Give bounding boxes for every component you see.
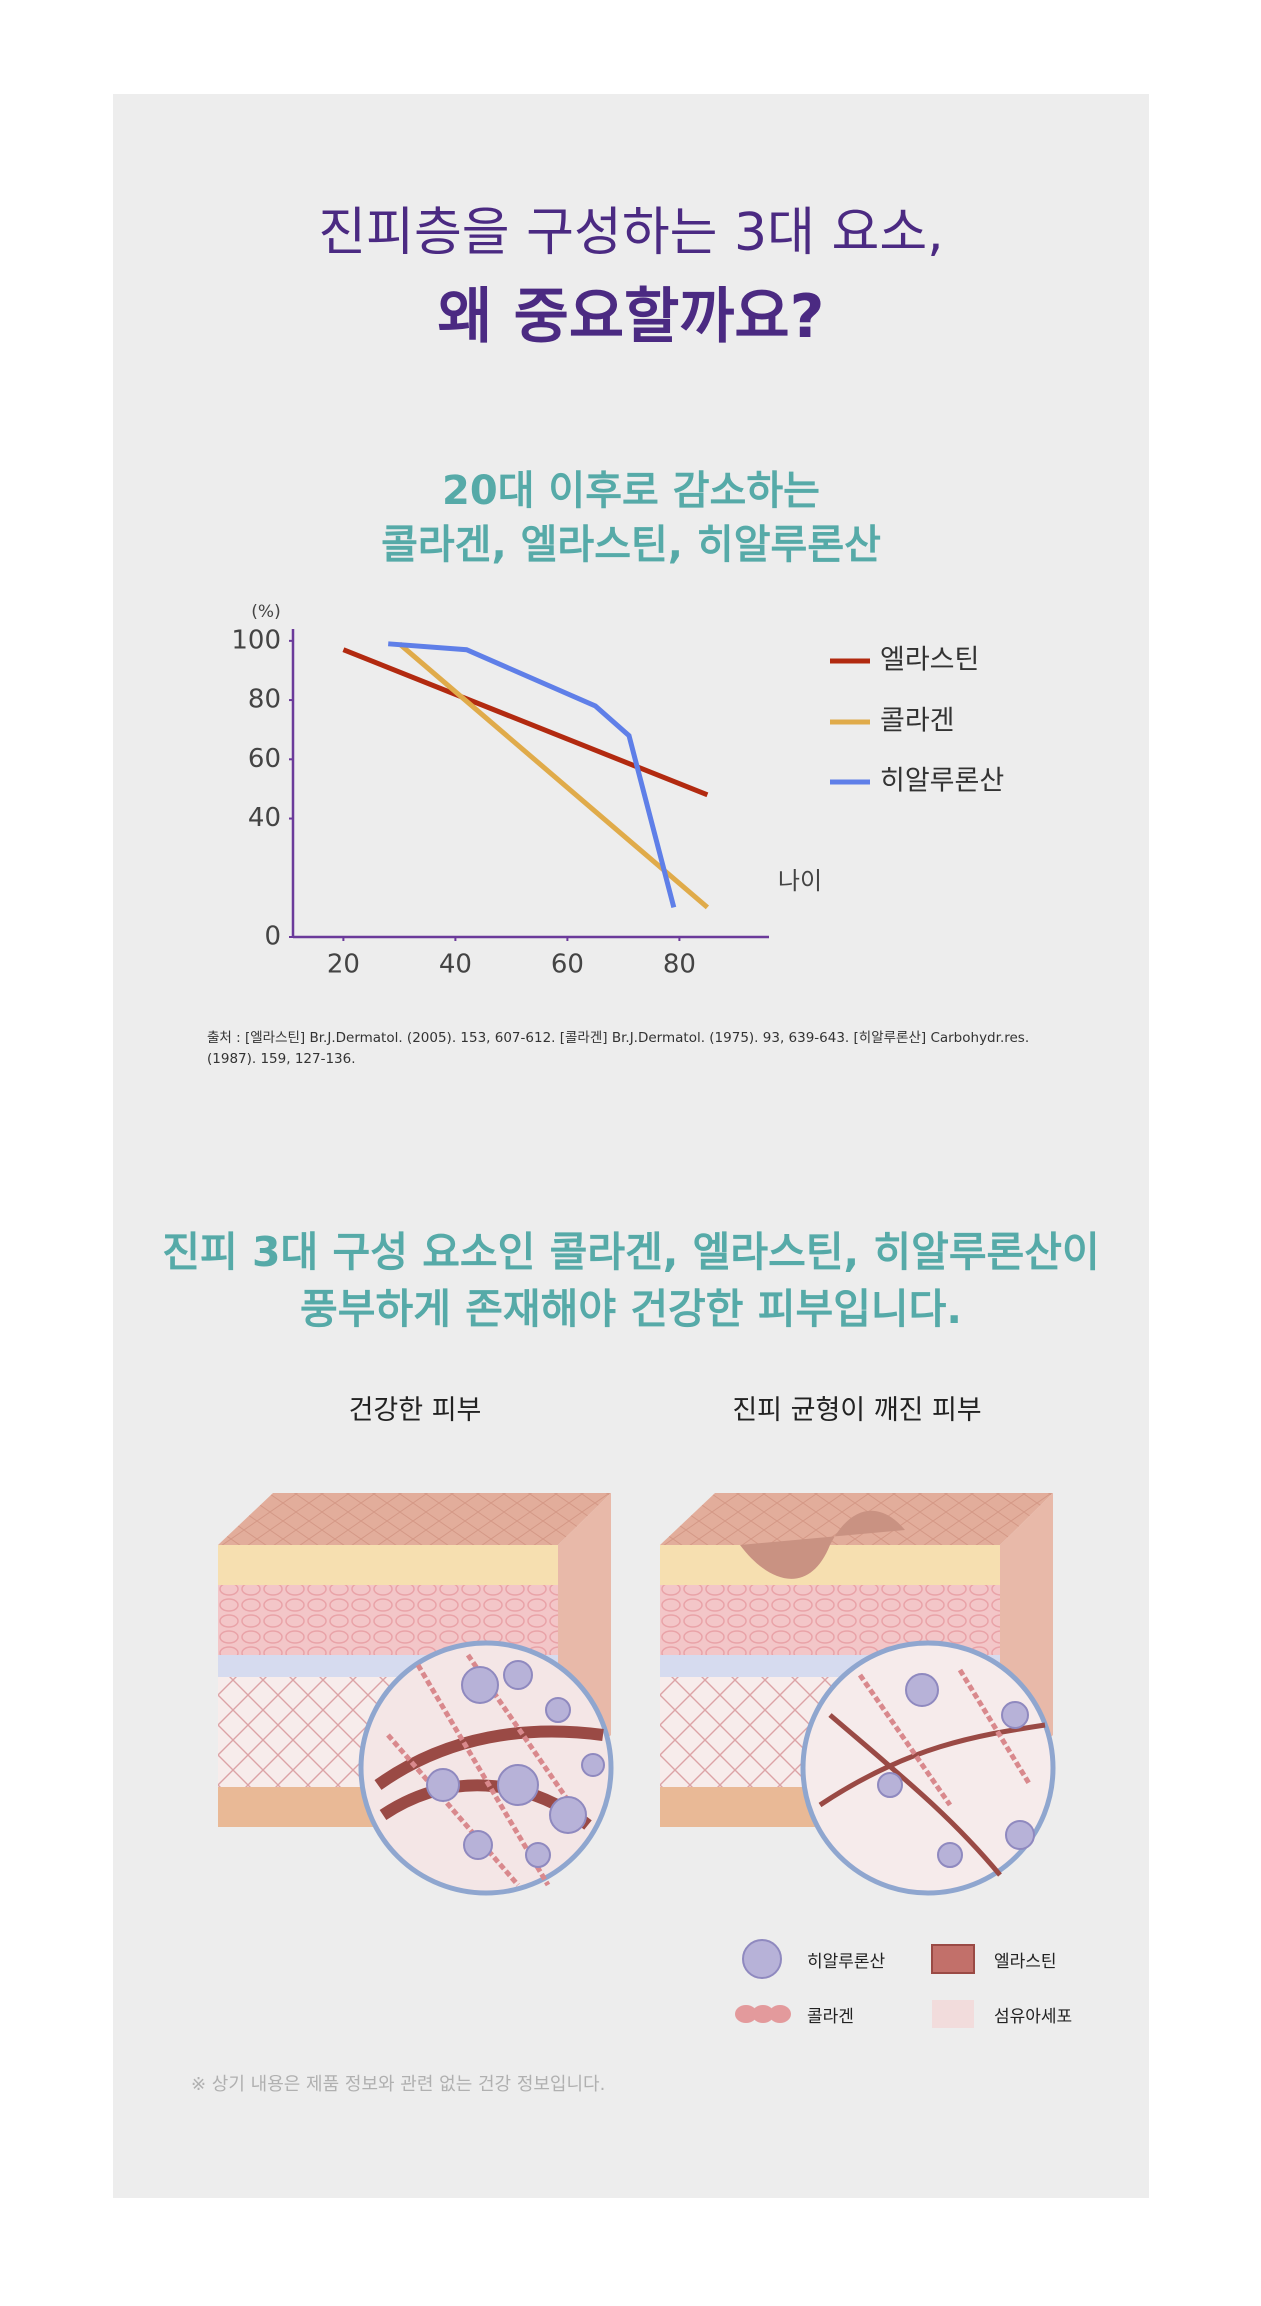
series-line	[397, 641, 710, 910]
chart-title: 20대 이후로 감소하는	[442, 468, 820, 514]
wrinkle	[740, 1510, 905, 1579]
y-tick-label: 100	[231, 625, 281, 655]
x-tick-label: 80	[663, 950, 696, 980]
legend-label: 히알루론산	[880, 766, 1004, 797]
hyaluronic-spheres	[877, 1673, 1035, 1868]
skin-illustrations	[218, 1493, 1056, 2028]
icon-collagen	[735, 2005, 791, 2023]
y-tick-label: 80	[248, 685, 281, 715]
x-tick-label: 60	[551, 950, 584, 980]
icon-fibroblast	[932, 2000, 974, 2028]
x-tick-label: 20	[327, 950, 360, 980]
section-title: 진피 3대 구성 요소인 콜라겐, 엘라스틴, 히알루론산이	[162, 1228, 1100, 1276]
legend-label: 엘라스틴	[880, 645, 979, 676]
y-tick-label: 60	[248, 744, 281, 774]
y-tick-label: 40	[248, 803, 281, 833]
legend-label: 콜라겐	[880, 706, 955, 737]
chart-title: 콜라겐, 엘라스틴, 히알루론산	[381, 522, 881, 568]
source-note: 출처 : [엘라스틴] Br.J.Dermatol. (2005). 153, …	[207, 1030, 1030, 1067]
series-line	[388, 641, 677, 909]
series-line	[342, 647, 709, 798]
section-title: 풍부하게 존재해야 건강한 피부입니다.	[300, 1285, 962, 1333]
panel-label: 건강한 피부	[348, 1395, 482, 1426]
x-tick-label: 40	[439, 950, 472, 980]
x-axis-label: 나이	[778, 867, 822, 895]
elastin-strand	[818, 1713, 1046, 1877]
legend-label: 섬유아세포	[994, 2007, 1073, 2027]
legend-label: 히알루론산	[807, 1952, 886, 1972]
damaged-skin	[660, 1493, 1056, 1896]
healthy-skin	[218, 1493, 614, 1896]
hyaluronic-spheres	[426, 1660, 605, 1868]
icon-hyaluronic	[742, 1939, 782, 1979]
icon-elastin	[931, 1944, 975, 1974]
y-unit: (%)	[251, 602, 280, 622]
legend-icons	[735, 1939, 975, 2028]
legend-label: 엘라스틴	[994, 1952, 1057, 1972]
collagen-strand	[857, 1668, 1033, 1807]
title-line-1: 진피층을 구성하는 3대 요소,	[318, 203, 944, 263]
legend-label: 콜라겐	[807, 2007, 854, 2027]
y-tick-label: 0	[264, 922, 281, 952]
title-line-2: 왜 중요할까요?	[437, 282, 825, 352]
footnote: ※ 상기 내용은 제품 정보와 관련 없는 건강 정보입니다.	[191, 2074, 606, 2095]
panel-label: 진피 균형이 깨진 피부	[732, 1395, 982, 1426]
magnifier	[800, 1640, 1056, 1896]
